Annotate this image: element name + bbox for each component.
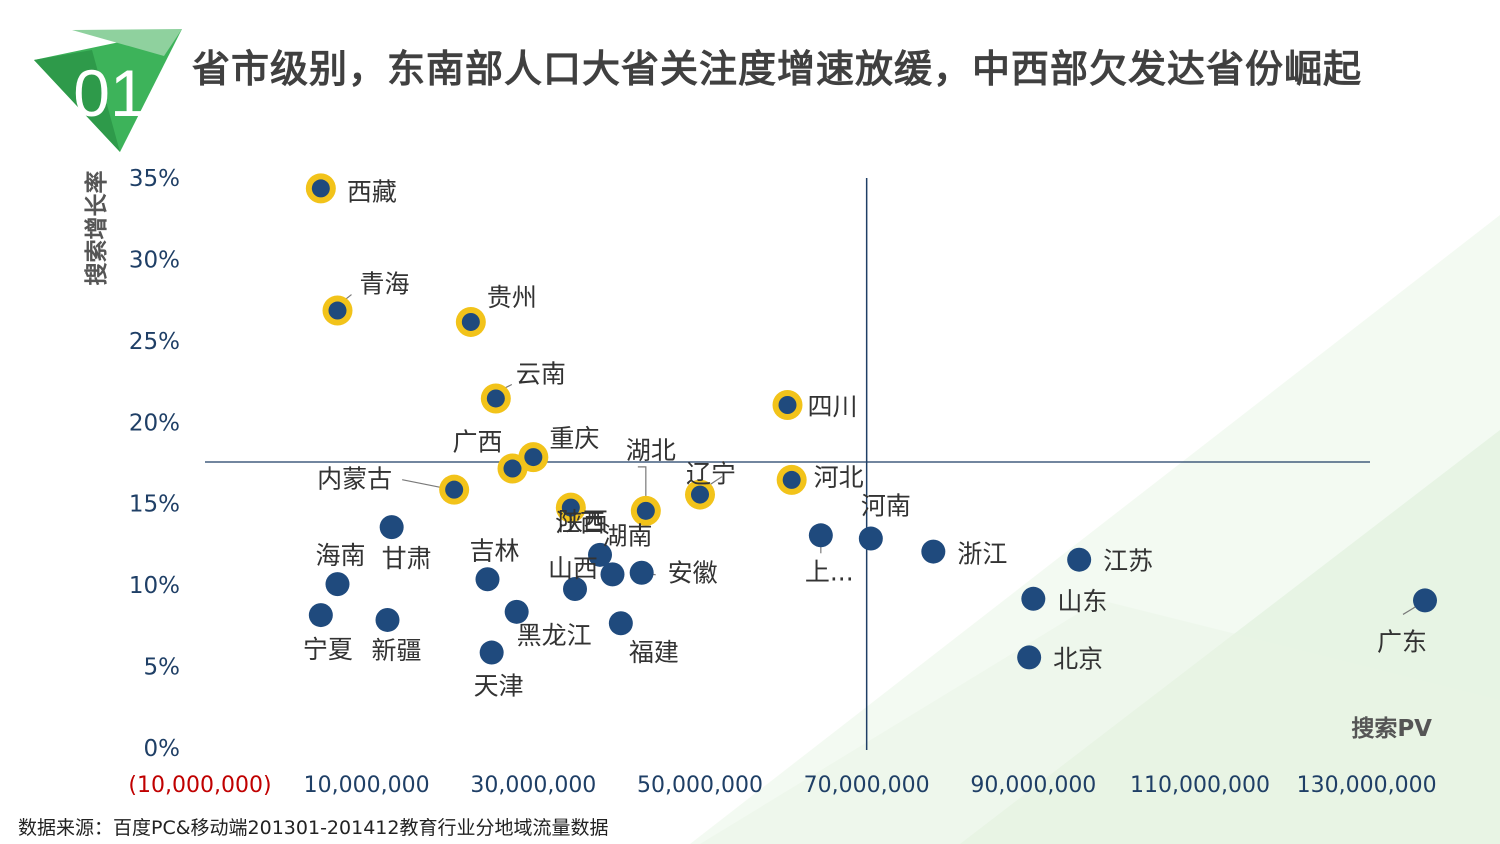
point-label: 河北 [814, 463, 864, 492]
data-point[interactable] [600, 562, 625, 587]
point-label: 青海 [360, 270, 410, 299]
data-point[interactable] [524, 448, 543, 467]
data-point[interactable] [636, 501, 655, 520]
point-label: 湖北 [626, 436, 676, 465]
data-point[interactable] [325, 572, 350, 597]
data-point[interactable] [1021, 586, 1046, 611]
data-point[interactable] [475, 567, 500, 592]
point-label: 辽宁 [686, 460, 736, 489]
point-label: 天津 [474, 672, 524, 701]
point-label: 浙江 [957, 540, 1007, 569]
data-point[interactable] [375, 607, 400, 632]
data-point[interactable] [503, 459, 522, 478]
point-label: 黑龙江 [517, 621, 592, 650]
data-point[interactable] [629, 560, 654, 585]
data-point[interactable] [1017, 645, 1042, 670]
data-point[interactable] [311, 179, 330, 198]
point-label: 湖南 [603, 521, 653, 550]
point-label: 山西 [548, 554, 598, 583]
point-label: 广东 [1377, 627, 1427, 656]
point-label: 重庆 [549, 424, 599, 453]
data-point[interactable] [561, 498, 580, 517]
data-source-note: 数据来源：百度PC&移动端201301-201412教育行业分地域流量数据 [18, 817, 609, 839]
x-tick-label: 70,000,000 [804, 773, 930, 798]
point-label: 新疆 [372, 636, 422, 665]
data-point[interactable] [921, 539, 946, 564]
point-label: 陕西 [558, 507, 608, 536]
data-point[interactable] [1067, 547, 1092, 572]
point-label: 贵州 [487, 283, 537, 312]
data-point[interactable] [808, 523, 833, 548]
point-label: 福建 [629, 638, 679, 667]
data-point[interactable] [1413, 588, 1437, 613]
data-point[interactable] [328, 301, 347, 320]
x-tick-label: 130,000,000 [1297, 773, 1437, 798]
point-label: 广西 [452, 428, 502, 457]
x-tick-label: (10,000,000) [128, 773, 271, 798]
x-tick-label: 30,000,000 [470, 773, 596, 798]
data-point[interactable] [778, 396, 797, 414]
y-tick-label: 5% [144, 655, 181, 681]
x-tick-label: 90,000,000 [970, 773, 1096, 798]
data-point[interactable] [608, 611, 633, 636]
y-axis-label: 搜索增长率 [83, 171, 110, 286]
x-tick-label: 50,000,000 [637, 773, 763, 798]
data-point[interactable] [461, 312, 480, 331]
point-label: 江西 [555, 509, 605, 538]
page-title: 省市级别，东南部人口大省关注度增速放缓，中西部欠发达省份崛起 [192, 47, 1363, 91]
point-label: 上... [805, 557, 854, 586]
y-tick-label: 35% [129, 166, 180, 192]
y-tick-label: 10% [129, 573, 180, 599]
leader-line [637, 466, 647, 507]
data-point[interactable] [858, 526, 883, 551]
data-point[interactable] [379, 515, 404, 540]
reference-lines [205, 178, 1370, 750]
data-point[interactable] [588, 542, 612, 567]
point-label: 北京 [1053, 644, 1103, 673]
y-tick-label: 30% [129, 247, 180, 273]
point-label: 云南 [516, 359, 566, 388]
y-tick-label: 15% [129, 492, 180, 518]
data-point[interactable] [782, 470, 801, 489]
point-label: 山东 [1057, 587, 1107, 616]
data-point[interactable] [445, 480, 464, 499]
data-point[interactable] [308, 603, 333, 628]
section-number-badge: 01 [34, 29, 182, 152]
point-label: 吉林 [470, 536, 520, 565]
point-label: 甘肃 [382, 544, 432, 573]
point-label: 河南 [861, 492, 911, 521]
x-tick-label: 10,000,000 [304, 773, 430, 798]
point-label: 西藏 [347, 177, 397, 206]
data-point[interactable] [504, 599, 529, 624]
section-number: 01 [73, 56, 146, 130]
point-label: 海南 [316, 541, 366, 570]
point-label: 江苏 [1103, 547, 1153, 576]
point-label: 内蒙古 [317, 465, 392, 494]
data-point[interactable] [486, 389, 505, 408]
data-points [305, 173, 1437, 670]
y-tick-label: 0% [144, 736, 181, 762]
data-point[interactable] [479, 640, 504, 665]
data-point[interactable] [563, 577, 587, 602]
y-tick-label: 25% [129, 329, 180, 355]
point-label: 四川 [808, 392, 858, 421]
point-label: 安徽 [668, 559, 718, 588]
x-tick-label: 110,000,000 [1130, 773, 1270, 798]
point-label: 宁夏 [303, 635, 353, 664]
y-tick-label: 20% [129, 410, 180, 436]
data-point[interactable] [691, 485, 709, 504]
tick-labels: 0% 5% 10% 15% 20% 25% 30% 35% (10,000,000) 10,000… [128, 166, 1436, 798]
x-axis-label: 搜索PV [1351, 716, 1432, 742]
